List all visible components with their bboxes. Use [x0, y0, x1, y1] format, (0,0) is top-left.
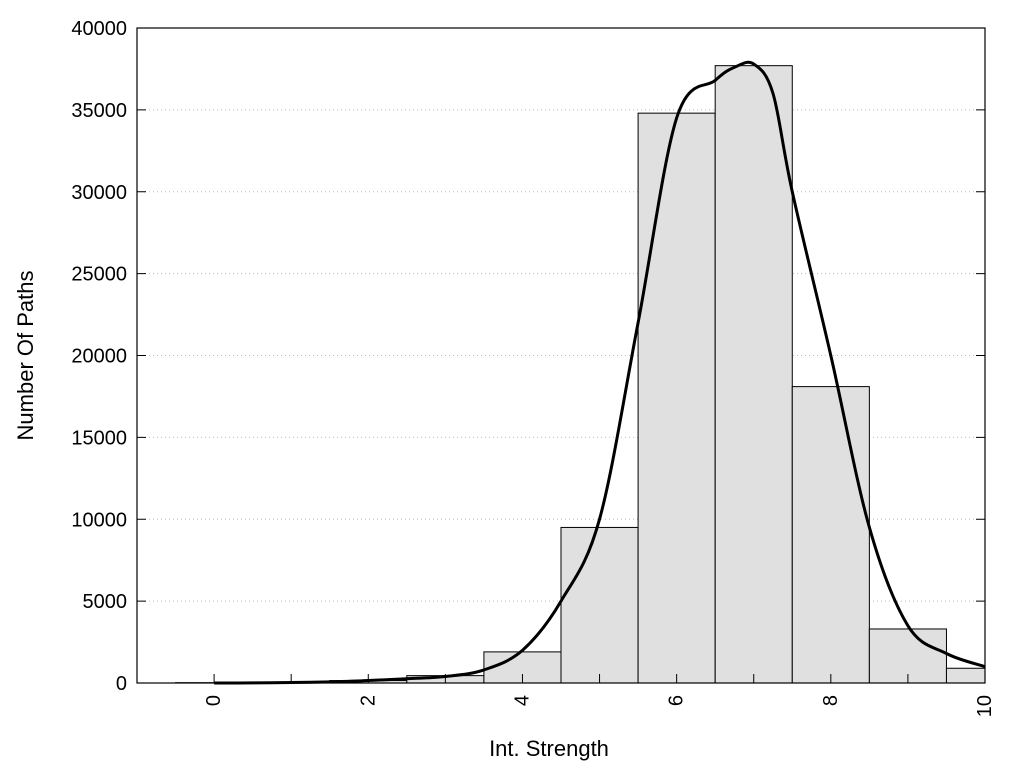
y-tick-label: 10000: [71, 509, 127, 531]
histogram-bar: [945, 667, 986, 684]
histogram-bar: [560, 526, 639, 684]
x-tick-label: 10: [974, 695, 996, 717]
tick-labels: 0 5000 10000 15000 20000 25000 30000 35000 40000…: [71, 18, 996, 717]
y-tick-label: 0: [116, 673, 127, 695]
density-curve: [214, 60, 986, 685]
y-tick-label: 40000: [71, 18, 127, 40]
y-tick-label: 5000: [83, 591, 128, 613]
x-tick-label: 2: [357, 695, 379, 706]
x-axis-title: Int. Strength: [489, 736, 609, 761]
x-tick-label: 8: [820, 695, 842, 706]
x-tick-label: 0: [203, 695, 225, 706]
y-axis-title: Number Of Paths: [13, 271, 38, 441]
y-tick-label: 30000: [71, 182, 127, 204]
y-tick-label: 20000: [71, 346, 127, 368]
x-tick-label: 4: [511, 695, 533, 706]
histogram-bar: [791, 386, 870, 684]
bars: [175, 65, 986, 684]
plot-frame: [136, 27, 986, 684]
histogram-bar: [637, 112, 716, 684]
y-tick-label: 15000: [71, 427, 127, 449]
histogram-bar: [714, 65, 793, 684]
x-tick-label: 6: [666, 695, 688, 706]
y-tick-label: 25000: [71, 264, 127, 286]
y-tick-label: 35000: [71, 100, 127, 122]
